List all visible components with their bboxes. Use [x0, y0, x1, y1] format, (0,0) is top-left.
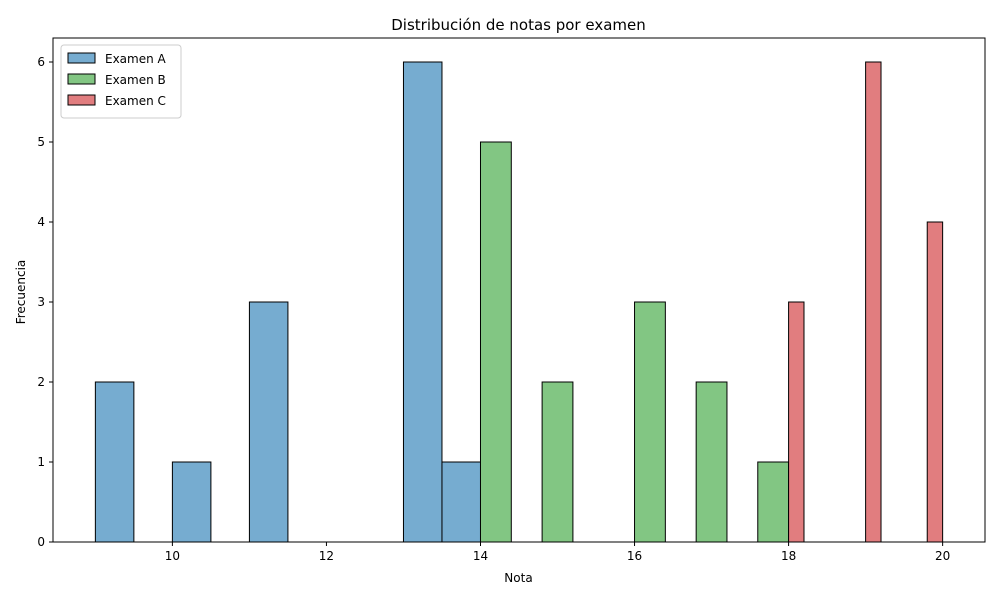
y-tick-label: 6 — [37, 55, 45, 69]
y-tick-label: 4 — [37, 215, 45, 229]
legend: Examen A Examen B Examen C — [60, 44, 182, 119]
y-tick-label: 5 — [37, 135, 45, 149]
bar-examen-b-0 — [479, 141, 512, 543]
legend-label: Examen C — [105, 94, 166, 108]
x-tick-label: 14 — [473, 549, 488, 563]
chart-title: Distribución de notas por examen — [391, 16, 646, 34]
bar-examen-a-2 — [248, 301, 289, 543]
legend-swatch — [67, 52, 96, 64]
legend-swatch — [67, 94, 96, 106]
x-tick-label: 16 — [627, 549, 642, 563]
bar-examen-a-3 — [402, 61, 443, 543]
y-axis: 0 1 2 3 4 5 6 — [37, 55, 53, 549]
y-tick-label: 3 — [37, 295, 45, 309]
bar-examen-a-1 — [171, 461, 212, 543]
legend-swatch — [67, 73, 96, 85]
x-tick-label: 18 — [781, 549, 796, 563]
x-tick-label: 10 — [165, 549, 180, 563]
x-tick-label: 12 — [319, 549, 334, 563]
legend-label: Examen B — [105, 73, 166, 87]
bar-examen-b-4 — [757, 461, 790, 543]
y-tick-label: 2 — [37, 375, 45, 389]
bar-examen-b-1 — [541, 381, 574, 543]
bars-group — [94, 61, 944, 543]
bar-examen-b-2 — [634, 301, 666, 543]
y-tick-label: 1 — [37, 455, 45, 469]
x-axis-label: Nota — [504, 571, 532, 585]
legend-label: Examen A — [105, 52, 167, 66]
bar-examen-a-0 — [94, 381, 135, 543]
bar-examen-c-2 — [926, 221, 944, 543]
plot-frame — [52, 37, 986, 543]
bar-examen-c-0 — [788, 301, 805, 543]
y-tick-label: 0 — [37, 535, 45, 549]
x-axis: 10 12 14 16 18 20 — [165, 542, 950, 563]
x-tick-label: 20 — [935, 549, 950, 563]
bar-examen-c-1 — [865, 61, 882, 543]
bar-examen-a-4 — [441, 461, 481, 543]
bar-examen-b-3 — [695, 381, 728, 543]
y-axis-label: Frecuencia — [14, 260, 28, 325]
